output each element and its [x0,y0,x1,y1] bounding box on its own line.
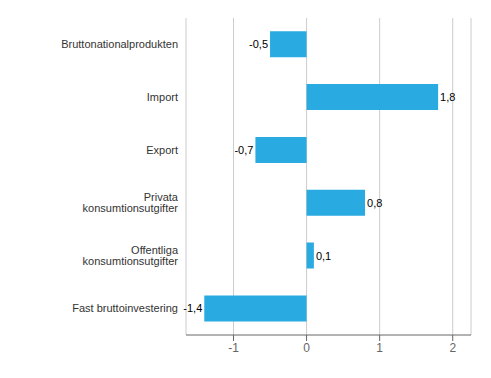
svg-text:-0,5: -0,5 [249,38,268,50]
svg-text:Privatakonsumtionsutgifter: Privatakonsumtionsutgifter [83,191,179,214]
svg-text:-1,4: -1,4 [183,302,202,314]
svg-text:0,1: 0,1 [316,250,331,262]
svg-text:Fast bruttoinvestering: Fast bruttoinvestering [72,302,178,314]
svg-text:0: 0 [303,341,310,355]
svg-text:0,8: 0,8 [367,197,382,209]
svg-text:2: 2 [449,341,456,355]
svg-text:-0,7: -0,7 [234,144,253,156]
svg-text:Import: Import [147,91,178,103]
svg-text:Offentligakonsumtionsutgifter: Offentligakonsumtionsutgifter [83,244,179,267]
svg-text:-1: -1 [228,341,239,355]
svg-text:Export: Export [146,144,178,156]
svg-text:Bruttonationalprodukten: Bruttonationalprodukten [61,38,178,50]
svg-text:1,8: 1,8 [440,91,455,103]
svg-text:1: 1 [376,341,383,355]
